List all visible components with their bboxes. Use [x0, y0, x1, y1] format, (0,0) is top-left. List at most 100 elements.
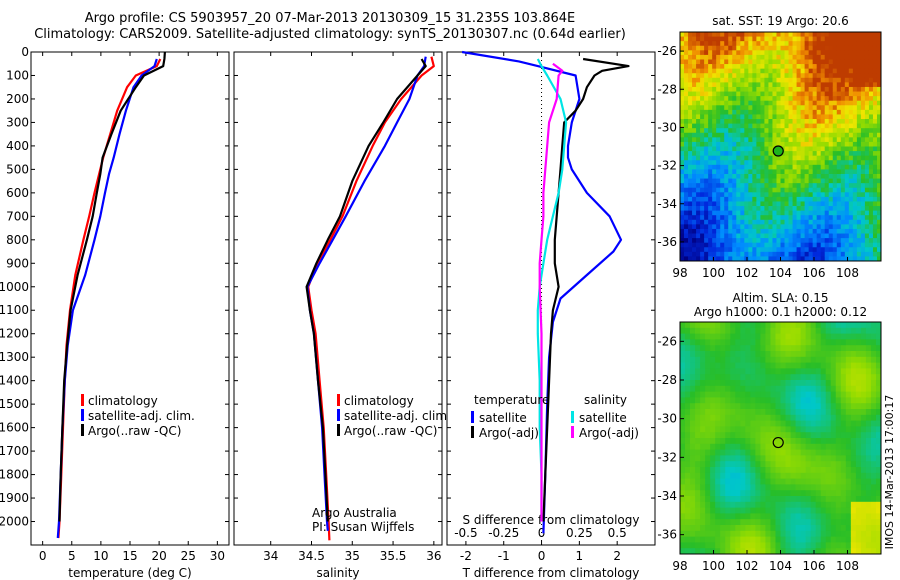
y-tick-label: 200: [6, 92, 29, 106]
legend-label: Argo(..raw -QC): [88, 424, 181, 438]
map-x-tick-label: 104: [769, 266, 792, 280]
legend-label: satellite-adj. clim.: [88, 409, 195, 423]
map-y-tick-label: -32: [657, 159, 677, 173]
y-tick-label: 1300: [0, 350, 29, 364]
x2-axis-label: S difference from climatology: [463, 513, 640, 527]
x-tick-label: 30: [210, 549, 225, 563]
map-x-tick-label: 98: [672, 559, 687, 573]
y-tick-label: 700: [6, 209, 29, 223]
legend-swatch: [337, 394, 340, 406]
map-y-tick-label: -30: [657, 412, 677, 426]
y-tick-label: 1400: [0, 374, 29, 388]
x-tick-label: 15: [122, 549, 137, 563]
map-y-tick-label: -34: [657, 197, 677, 211]
x-tick-label: 20: [151, 549, 166, 563]
map-y-tick-label: -34: [657, 489, 677, 503]
x-tick-label: 0: [538, 549, 546, 563]
map-x-tick-label: 102: [736, 266, 759, 280]
legend-swatch: [81, 394, 84, 406]
x-tick-label: 34.5: [298, 549, 325, 563]
legend-swatch: [337, 424, 340, 436]
legend-swatch: [471, 426, 474, 438]
map-x-tick-label: 108: [836, 559, 859, 573]
y-tick-label: 1700: [0, 444, 29, 458]
map-x-tick-label: 100: [702, 559, 725, 573]
legend-label: satellite-adj. clim.: [344, 409, 451, 423]
x2-tick-label: 0.5: [608, 526, 627, 540]
y-tick-label: 600: [6, 186, 29, 200]
y-tick-label: 100: [6, 68, 29, 82]
figure-title-line-1: Argo profile: CS 5903957_20 07-Mar-2013 …: [84, 11, 576, 26]
x-tick-label: 25: [181, 549, 196, 563]
x-tick-label: 10: [93, 549, 108, 563]
map-x-tick-label: 106: [803, 266, 826, 280]
legend-swatch: [81, 409, 84, 421]
map-y-tick-label: -36: [657, 235, 677, 249]
series-line-salinity-satellite: [536, 58, 568, 522]
legend-label: Argo(-adj): [479, 426, 539, 440]
series-line-salinity-argo-adj-: [538, 62, 564, 522]
credit-line-2: PI: Susan Wijffels: [312, 520, 414, 534]
legend-swatch: [571, 426, 574, 438]
map-subtitle: Argo h1000: 0.1 h2000: 0.12: [694, 305, 867, 319]
map-x-tick-label: 106: [803, 559, 826, 573]
y-tick-label: 1200: [0, 327, 29, 341]
legend-swatch: [337, 409, 340, 421]
map-y-tick-label: -28: [657, 373, 677, 387]
imos-timestamp: IMOS 14-Mar-2013 17:00:17: [883, 395, 896, 550]
x-tick-label: 35.5: [380, 549, 407, 563]
x2-tick-label: -0.5: [454, 526, 477, 540]
y-tick-label: 300: [6, 115, 29, 129]
y-tick-label: 1900: [0, 491, 29, 505]
legend-label: satellite: [479, 411, 527, 425]
y-tick-label: 0: [21, 45, 29, 59]
credit-line-1: Argo Australia: [312, 506, 397, 520]
legend-swatch: [471, 411, 474, 423]
map-x-tick-label: 104: [769, 559, 792, 573]
argo-position-marker: [772, 436, 784, 449]
y-tick-label: 2000: [0, 515, 29, 529]
map-y-tick-label: -26: [657, 44, 677, 58]
y-tick-label: 1100: [0, 303, 29, 317]
map-y-tick-label: -26: [657, 334, 677, 348]
x-tick-label: 1: [576, 549, 584, 563]
y-tick-label: 500: [6, 162, 29, 176]
map-1: [680, 32, 882, 262]
legend-label: climatology: [344, 394, 414, 408]
plot-frame: [233, 51, 443, 546]
series-line-argo-raw-qc-: [58, 51, 166, 522]
legend-swatch: [81, 424, 84, 436]
map-y-tick-label: -36: [657, 528, 677, 542]
map-y-tick-label: -32: [657, 450, 677, 464]
figure-title-line-2: Climatology: CARS2009. Satellite-adjuste…: [34, 27, 626, 42]
plot-frame: [446, 51, 656, 546]
x-axis-label: temperature (deg C): [68, 566, 191, 580]
x-tick-label: 34: [263, 549, 278, 563]
map-x-tick-label: 98: [672, 266, 687, 280]
y-tick-label: 1000: [0, 280, 29, 294]
legend-group-title: temperature: [474, 393, 549, 407]
map-title: sat. SST: 19 Argo: 20.6: [712, 14, 849, 28]
y-tick-label: 400: [6, 139, 29, 153]
x-tick-label: 2: [613, 549, 621, 563]
x2-tick-label: 0.25: [566, 526, 593, 540]
legend-label: Argo(-adj): [579, 426, 639, 440]
x-tick-label: 36: [426, 549, 441, 563]
series-line-argo-raw-qc-: [305, 58, 427, 522]
y-tick-label: 1500: [0, 397, 29, 411]
map-y-tick-label: -30: [657, 120, 677, 134]
legend-label: climatology: [88, 394, 158, 408]
x-tick-label: 35: [345, 549, 360, 563]
x-tick-label: -2: [460, 549, 472, 563]
y-tick-label: 900: [6, 256, 29, 270]
map-y-tick-label: -28: [657, 82, 677, 96]
y-tick-label: 1600: [0, 421, 29, 435]
x2-tick-label: -0.25: [488, 526, 519, 540]
map-x-tick-label: 100: [702, 266, 725, 280]
map-x-tick-label: 102: [736, 559, 759, 573]
legend-swatch: [571, 411, 574, 423]
plot-frame: [30, 51, 230, 546]
x-tick-label: 5: [68, 549, 76, 563]
map-title: Altim. SLA: 0.15: [732, 291, 828, 305]
